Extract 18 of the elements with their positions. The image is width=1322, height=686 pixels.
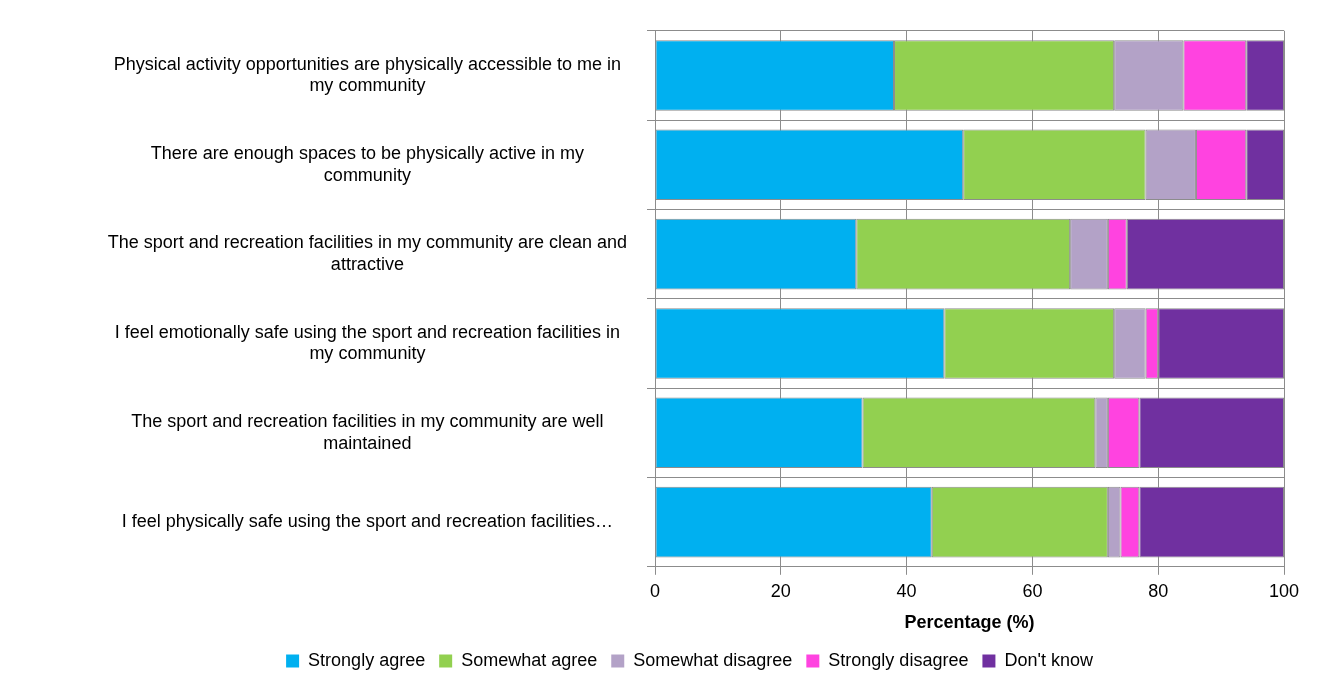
x-tick-label: 0 <box>649 580 661 601</box>
y-tick-label: The sport and recreation facilities in my community are clean and attractive <box>107 232 627 274</box>
x-tick-label: 40 <box>896 580 917 601</box>
legend-label: Strongly agree <box>308 649 426 670</box>
y-tick-label: I feel emotionally safe using the sport and recreation facilities in my community <box>114 321 621 364</box>
legend-label: Somewhat disagree <box>633 649 793 670</box>
legend-label: Strongly disagree <box>828 649 969 670</box>
y-tick-label: The sport and recreation facilities in my community are well maintained <box>131 410 604 453</box>
legend-label: Somewhat agree <box>461 649 598 670</box>
x-axis-title: Percentage (%) <box>904 612 1035 633</box>
x-tick-label: 100 <box>1268 580 1300 601</box>
y-tick-label: Physical activity opportunities are physically accessible to me in my community <box>113 53 621 96</box>
legend-label: Don't know <box>1004 649 1094 670</box>
y-tick-label: I feel physically safe using the sport and recreation facilities… <box>121 511 613 532</box>
x-tick-label: 60 <box>1022 580 1043 601</box>
x-tick-label: 20 <box>770 580 791 601</box>
y-tick-label: There are enough spaces to be physically active in my community <box>150 142 584 185</box>
x-tick-label: 80 <box>1148 580 1169 601</box>
